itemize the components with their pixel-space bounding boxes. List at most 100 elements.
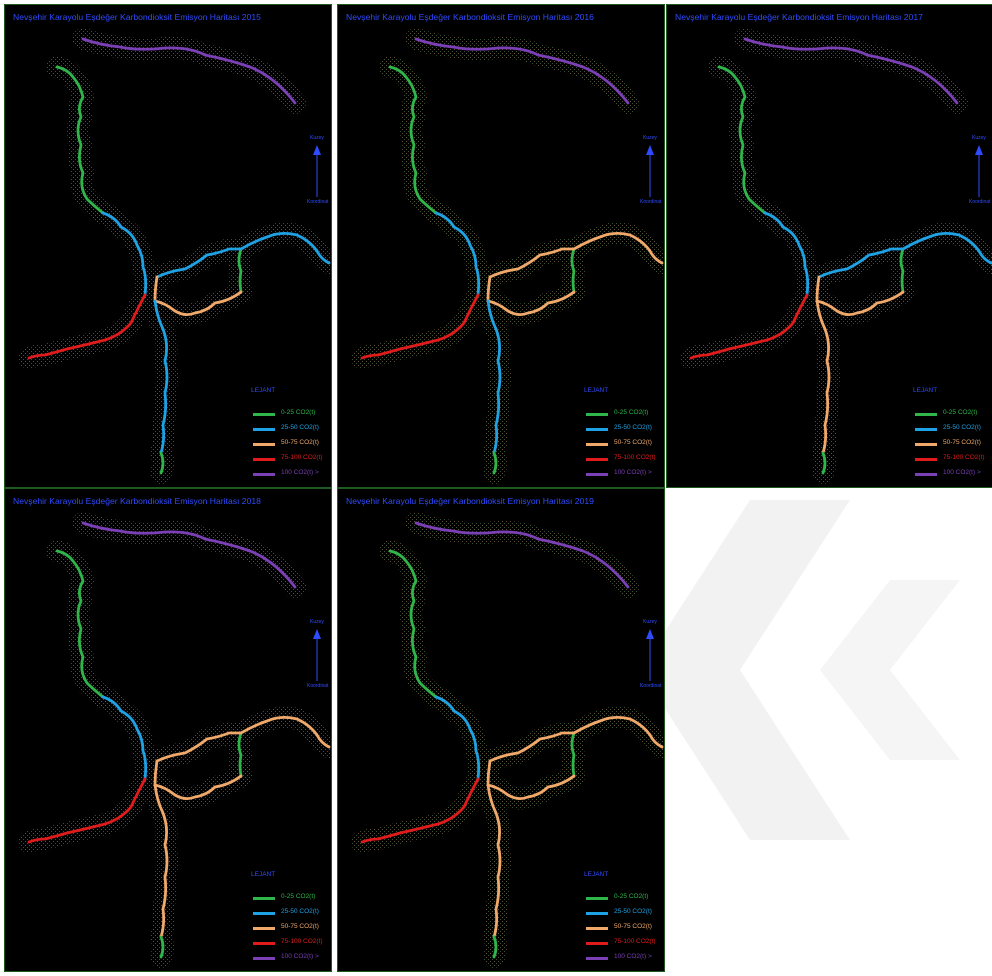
legend-item: 0-25 CO2(t) — [253, 409, 331, 419]
road-east-loop — [815, 275, 905, 316]
legend-item: 0-25 CO2(t) — [586, 893, 664, 903]
legend-item: 50-75 CO2(t) — [915, 439, 992, 449]
road-network-map — [18, 512, 331, 968]
legend-swatch — [253, 473, 275, 476]
road-southwest — [27, 777, 147, 844]
road-connector — [237, 247, 243, 294]
north-arrow-label: Kuzey — [972, 135, 986, 141]
legend-swatch — [586, 912, 608, 915]
road-top-road — [81, 37, 297, 105]
road-network-map — [351, 512, 664, 968]
north-arrow-icon — [975, 145, 983, 197]
road-network-map — [680, 28, 992, 484]
legend-swatch — [253, 957, 275, 960]
road-south-tip — [492, 451, 498, 475]
legend-swatch — [253, 458, 275, 461]
north-arrow-caption: Koordinat — [969, 199, 991, 205]
legend-swatch — [586, 428, 608, 431]
legend-label: 75-100 CO2(t) — [614, 938, 656, 945]
legend-label: 25-50 CO2(t) — [281, 908, 319, 915]
road-network-map — [351, 28, 664, 484]
road-east-loop — [153, 275, 243, 316]
road-southwest — [360, 777, 480, 844]
legend-swatch — [586, 942, 608, 945]
road-south-tip — [159, 451, 165, 475]
legend-swatch — [586, 443, 608, 446]
legend-label: 50-75 CO2(t) — [281, 923, 319, 930]
road-top-road — [414, 37, 630, 105]
road-southwest — [360, 293, 480, 360]
legend-label: 50-75 CO2(t) — [943, 439, 981, 446]
map-title: Nevşehir Karayolu Eşdeğer Karbondioksit … — [346, 12, 594, 22]
map-title: Nevşehir Karayolu Eşdeğer Karbondioksit … — [13, 12, 261, 22]
legend-label: 75-100 CO2(t) — [614, 454, 656, 461]
emission-map-panel: Nevşehir Karayolu Eşdeğer Karbondioksit … — [337, 488, 665, 972]
legend-label: 0-25 CO2(t) — [614, 893, 649, 900]
road-east-branch — [488, 232, 664, 279]
road-east-branch — [817, 232, 992, 279]
legend-swatch — [253, 413, 275, 416]
emission-map-panel: Nevşehir Karayolu Eşdeğer Karbondioksit … — [666, 4, 992, 488]
legend-swatch — [253, 942, 275, 945]
north-arrow-icon — [646, 145, 654, 197]
legend-label: 0-25 CO2(t) — [281, 409, 316, 416]
legend-item: 100 CO2(t) > — [253, 469, 331, 479]
legend-swatch — [915, 473, 937, 476]
legend-label: 75-100 CO2(t) — [281, 454, 323, 461]
legend-label: 75-100 CO2(t) — [943, 454, 985, 461]
legend-swatch — [586, 957, 608, 960]
legend-swatch — [915, 428, 937, 431]
legend-item: 25-50 CO2(t) — [915, 424, 992, 434]
legend-label: 25-50 CO2(t) — [614, 908, 652, 915]
road-south — [815, 299, 831, 455]
north-arrow-caption: Koordinat — [640, 683, 662, 689]
road-north-upper — [388, 65, 438, 215]
legend-item: 75-100 CO2(t) — [915, 454, 992, 464]
road-connector — [570, 247, 576, 294]
road-connector — [237, 731, 243, 778]
road-southwest — [689, 293, 809, 360]
road-south — [486, 783, 502, 939]
road-east-branch — [155, 232, 331, 279]
emission-map-panel: Nevşehir Karayolu Eşdeğer Karbondioksit … — [4, 4, 332, 488]
legend-label: 0-25 CO2(t) — [281, 893, 316, 900]
road-south-tip — [821, 451, 827, 475]
road-buffer-halo — [680, 28, 992, 484]
legend-swatch — [915, 458, 937, 461]
road-top-road — [414, 521, 630, 589]
legend-title: LEJANT — [251, 871, 276, 878]
legend-label: 100 CO2(t) > — [281, 953, 319, 960]
road-top-road — [743, 37, 959, 105]
legend-item: 100 CO2(t) > — [586, 953, 664, 963]
legend-item: 0-25 CO2(t) — [253, 893, 331, 903]
road-north-lower — [434, 211, 481, 297]
map-title: Nevşehir Karayolu Eşdeğer Karbondioksit … — [675, 12, 923, 22]
legend-item: 75-100 CO2(t) — [586, 454, 664, 464]
legend-label: 25-50 CO2(t) — [943, 424, 981, 431]
legend-item: 25-50 CO2(t) — [586, 424, 664, 434]
map-title: Nevşehir Karayolu Eşdeğer Karbondioksit … — [346, 496, 594, 506]
road-north-upper — [55, 65, 105, 215]
road-buffer-halo — [18, 512, 331, 968]
legend-label: 25-50 CO2(t) — [614, 424, 652, 431]
road-south — [153, 783, 169, 939]
legend-item: 100 CO2(t) > — [253, 953, 331, 963]
legend-label: 100 CO2(t) > — [614, 469, 652, 476]
north-arrow-label: Kuzey — [310, 619, 324, 625]
north-arrow-label: Kuzey — [643, 619, 657, 625]
legend-swatch — [253, 927, 275, 930]
legend-item: 50-75 CO2(t) — [253, 923, 331, 933]
legend-swatch — [586, 473, 608, 476]
road-north-lower — [101, 211, 148, 297]
road-south-tip — [159, 935, 165, 959]
legend-label: 50-75 CO2(t) — [281, 439, 319, 446]
road-east-loop — [153, 759, 243, 800]
road-southwest — [27, 293, 147, 360]
north-arrow-icon — [313, 145, 321, 197]
legend-item: 75-100 CO2(t) — [253, 454, 331, 464]
road-east-loop — [486, 275, 576, 316]
legend-label: 0-25 CO2(t) — [614, 409, 649, 416]
legend-item: 50-75 CO2(t) — [586, 923, 664, 933]
legend-title: LEJANT — [584, 387, 609, 394]
legend-item: 0-25 CO2(t) — [586, 409, 664, 419]
